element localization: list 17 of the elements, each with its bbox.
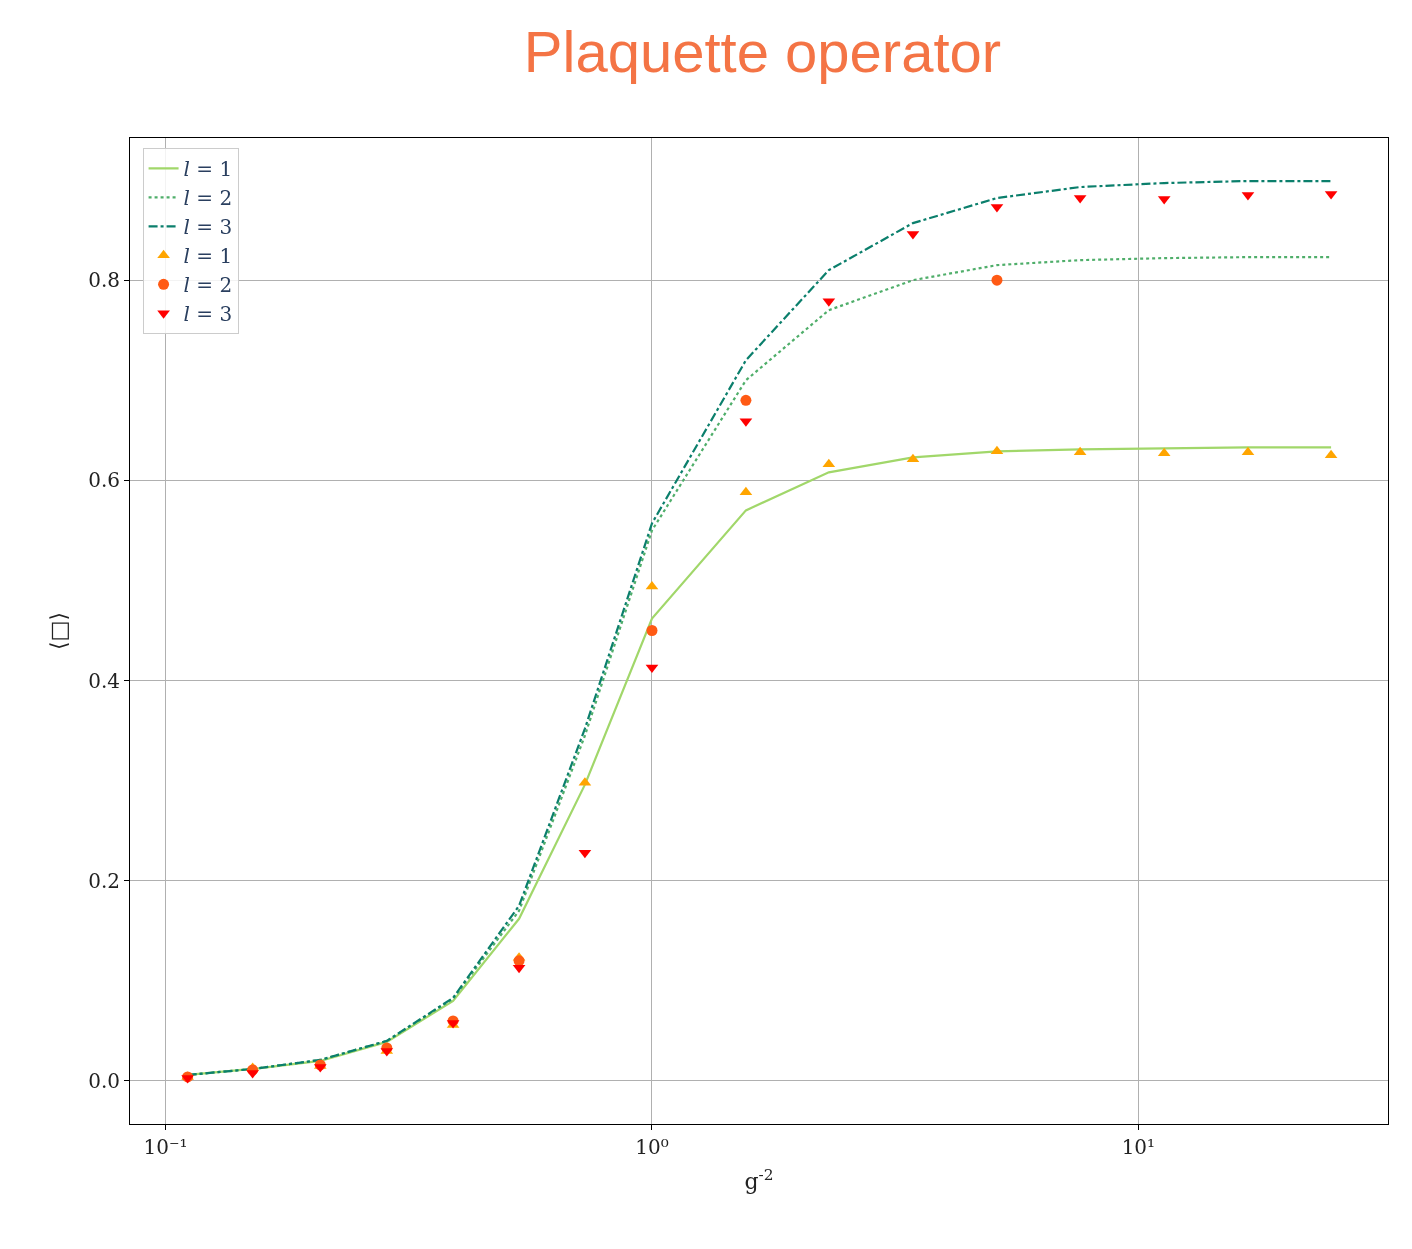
y-tick-label: 0.8 <box>88 268 120 293</box>
legend-label: l = 3 <box>183 215 233 240</box>
x-tick-label: 10¹ <box>1121 1135 1156 1159</box>
legend-label: l = 2 <box>183 186 233 211</box>
legend-label: l = 2 <box>183 273 233 298</box>
y-tick-label: 0.0 <box>88 1068 120 1093</box>
y-tick-label: 0.6 <box>88 468 120 493</box>
legend-label: l = 3 <box>183 302 233 327</box>
y-tick-label: 0.4 <box>88 668 120 693</box>
chart-title: Plaquette operator <box>523 18 1002 84</box>
legend-label: l = 1 <box>183 244 233 269</box>
legend-label: l = 1 <box>183 157 233 182</box>
y-tick-label: 0.2 <box>88 868 120 893</box>
x-axis-title: g$^{-2}$ <box>744 1165 774 1194</box>
y-axis-title: ⟨□⟩ <box>45 612 71 650</box>
x-tick-label: 10⁰ <box>635 1135 669 1159</box>
x-tick-label: 10⁻¹ <box>143 1135 188 1159</box>
